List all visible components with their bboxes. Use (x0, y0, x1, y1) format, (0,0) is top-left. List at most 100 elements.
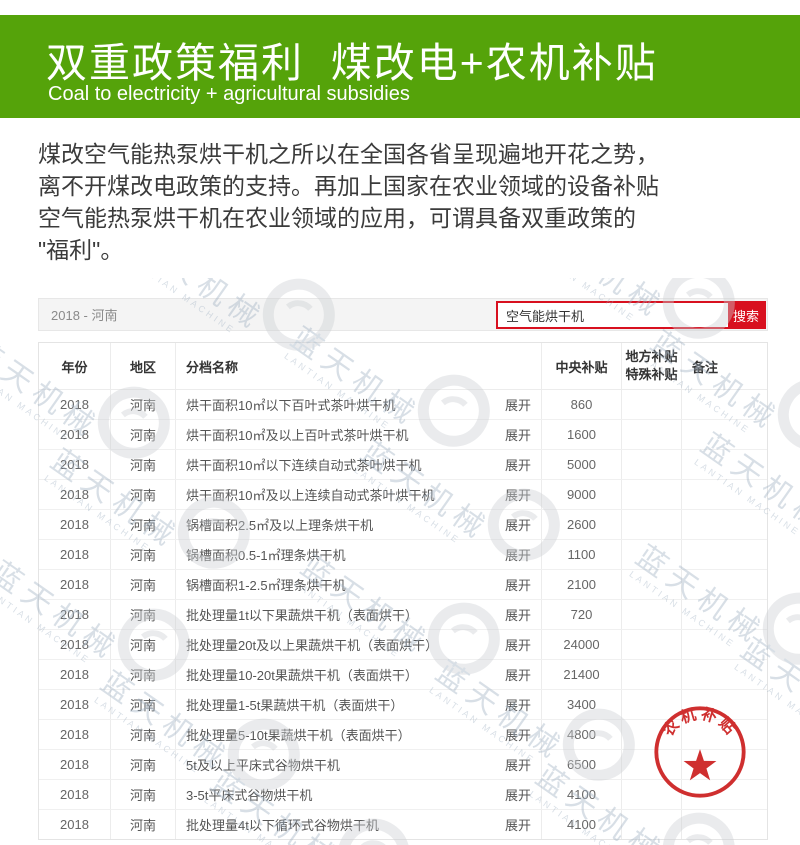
table-row: 2018 河南 批处理量10-20t果蔬烘干机（表面烘干） 展开 21400 (39, 660, 767, 690)
cell-name: 批处理量10-20t果蔬烘干机（表面烘干） 展开 (176, 660, 542, 689)
cell-central-subsidy: 24000 (542, 630, 622, 659)
expand-link[interactable]: 展开 (504, 458, 531, 473)
cell-central-subsidy: 1100 (542, 540, 622, 569)
cell-year: 2018 (39, 690, 111, 719)
cell-central-subsidy: 720 (542, 600, 622, 629)
cell-local-subsidy (622, 390, 682, 419)
expand-link[interactable]: 展开 (504, 788, 531, 803)
cell-region: 河南 (111, 690, 176, 719)
cell-local-subsidy (622, 510, 682, 539)
cell-central-subsidy: 2600 (542, 510, 622, 539)
expand-link[interactable]: 展开 (504, 488, 531, 503)
filter-bar: 2018 - 河南 搜索 (38, 298, 768, 331)
expand-link[interactable]: 展开 (504, 578, 531, 593)
table-row: 2018 河南 烘干面积10㎡及以上连续自动式茶叶烘干机 展开 9000 (39, 480, 767, 510)
cell-note (682, 450, 767, 479)
cell-local-subsidy (622, 780, 682, 809)
col-header-name: 分档名称 (176, 343, 542, 389)
cell-year: 2018 (39, 630, 111, 659)
cell-year: 2018 (39, 450, 111, 479)
expand-link[interactable]: 展开 (504, 518, 531, 533)
table-row: 2018 河南 锅槽面积2.5㎡及以上理条烘干机 展开 2600 (39, 510, 767, 540)
search-box: 搜索 (496, 301, 766, 329)
cell-local-subsidy (622, 690, 682, 719)
cell-region: 河南 (111, 510, 176, 539)
intro-line-1: 煤改空气能热泵烘干机之所以在全国各省呈现遍地开花之势， (38, 141, 659, 167)
cell-year: 2018 (39, 510, 111, 539)
search-button[interactable]: 搜索 (728, 303, 764, 327)
cell-name-text: 5t及以上平床式谷物烘干机 (186, 758, 340, 773)
cell-name: 批处理量5-10t果蔬烘干机（表面烘干） 展开 (176, 720, 542, 749)
cell-name: 批处理量1t以下果蔬烘干机（表面烘干） 展开 (176, 600, 542, 629)
page-title: 双重政策福利 煤改电+农机补贴 (46, 40, 658, 86)
table-row: 2018 河南 批处理量1t以下果蔬烘干机（表面烘干） 展开 720 (39, 600, 767, 630)
col-header-local-line2: 特殊补贴 (625, 367, 678, 382)
expand-link[interactable]: 展开 (504, 668, 531, 683)
intro-line-4: "福利"。 (38, 237, 124, 263)
table-row: 2018 河南 批处理量20t及以上果蔬烘干机（表面烘干） 展开 24000 (39, 630, 767, 660)
cell-note (682, 570, 767, 599)
cell-local-subsidy (622, 450, 682, 479)
cell-name-text: 批处理量1t以下果蔬烘干机（表面烘干） (186, 608, 418, 623)
expand-link[interactable]: 展开 (504, 818, 531, 833)
cell-central-subsidy: 5000 (542, 450, 622, 479)
table-row: 2018 河南 批处理量5-10t果蔬烘干机（表面烘干） 展开 4800 (39, 720, 767, 750)
cell-note (682, 480, 767, 509)
cell-region: 河南 (111, 600, 176, 629)
cell-note (682, 390, 767, 419)
cell-name-text: 烘干面积10㎡及以上连续自动式茶叶烘干机 (186, 488, 435, 503)
cell-name: 批处理量4t以下循环式谷物烘干机 展开 (176, 810, 542, 839)
cell-name: 批处理量1-5t果蔬烘干机（表面烘干） 展开 (176, 690, 542, 719)
cell-region: 河南 (111, 420, 176, 449)
intro-line-3: 空气能热泵烘干机在农业领域的应用，可谓具备双重政策的 (38, 205, 636, 231)
col-header-local: 地方补贴 特殊补贴 (622, 343, 682, 389)
cell-note (682, 810, 767, 839)
cell-note (682, 660, 767, 689)
cell-region: 河南 (111, 630, 176, 659)
expand-link[interactable]: 展开 (504, 638, 531, 653)
expand-link[interactable]: 展开 (504, 398, 531, 413)
cell-name: 烘干面积10㎡及以上连续自动式茶叶烘干机 展开 (176, 480, 542, 509)
cell-region: 河南 (111, 810, 176, 839)
cell-year: 2018 (39, 540, 111, 569)
cell-name: 烘干面积10㎡及以上百叶式茶叶烘干机 展开 (176, 420, 542, 449)
cell-name-text: 锅槽面积0.5-1㎡理条烘干机 (186, 548, 346, 563)
expand-link[interactable]: 展开 (504, 428, 531, 443)
intro-paragraph: 煤改空气能热泵烘干机之所以在全国各省呈现遍地开花之势， 离不开煤改电政策的支持。… (38, 138, 778, 266)
cell-local-subsidy (622, 750, 682, 779)
cell-region: 河南 (111, 570, 176, 599)
expand-link[interactable]: 展开 (504, 698, 531, 713)
cell-name: 锅槽面积0.5-1㎡理条烘干机 展开 (176, 540, 542, 569)
cell-local-subsidy (622, 810, 682, 839)
cell-name: 烘干面积10㎡以下连续自动式茶叶烘干机 展开 (176, 450, 542, 479)
table-row: 2018 河南 批处理量1-5t果蔬烘干机（表面烘干） 展开 3400 (39, 690, 767, 720)
table-row: 2018 河南 锅槽面积0.5-1㎡理条烘干机 展开 1100 (39, 540, 767, 570)
cell-year: 2018 (39, 570, 111, 599)
cell-central-subsidy: 2100 (542, 570, 622, 599)
cell-name-text: 批处理量20t及以上果蔬烘干机（表面烘干） (186, 638, 439, 653)
cell-central-subsidy: 860 (542, 390, 622, 419)
star-icon (683, 749, 717, 781)
cell-name: 3-5t平床式谷物烘干机 展开 (176, 780, 542, 809)
cell-central-subsidy: 21400 (542, 660, 622, 689)
cell-name-text: 批处理量4t以下循环式谷物烘干机 (186, 818, 379, 833)
expand-link[interactable]: 展开 (504, 548, 531, 563)
table-header-row: 年份 地区 分档名称 中央补贴 地方补贴 特殊补贴 备注 (39, 343, 767, 390)
cell-year: 2018 (39, 420, 111, 449)
cell-local-subsidy (622, 660, 682, 689)
table-row: 2018 河南 3-5t平床式谷物烘干机 展开 4100 (39, 780, 767, 810)
expand-link[interactable]: 展开 (504, 728, 531, 743)
cell-central-subsidy: 6500 (542, 750, 622, 779)
cell-name: 批处理量20t及以上果蔬烘干机（表面烘干） 展开 (176, 630, 542, 659)
cell-year: 2018 (39, 780, 111, 809)
expand-link[interactable]: 展开 (504, 608, 531, 623)
cell-central-subsidy: 4800 (542, 720, 622, 749)
cell-local-subsidy (622, 480, 682, 509)
cell-year: 2018 (39, 660, 111, 689)
expand-link[interactable]: 展开 (504, 758, 531, 773)
cell-name-text: 锅槽面积1-2.5㎡理条烘干机 (186, 578, 346, 593)
table-row: 2018 河南 批处理量4t以下循环式谷物烘干机 展开 4100 (39, 810, 767, 839)
search-input[interactable] (498, 303, 728, 327)
stamp-ring-icon (654, 706, 746, 798)
